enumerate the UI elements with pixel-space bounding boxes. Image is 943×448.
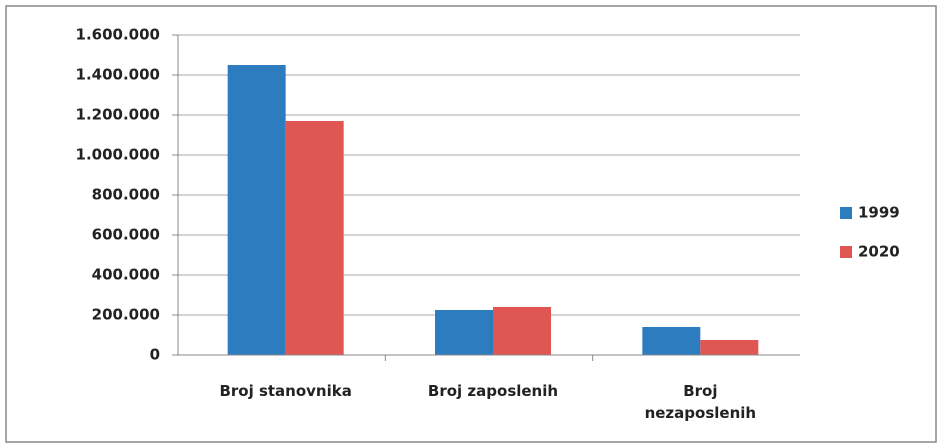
bar	[493, 307, 551, 355]
y-tick-label: 1.000.000	[76, 146, 160, 164]
x-tick-label: Broj nezaposlenih	[644, 382, 757, 422]
bar	[227, 65, 286, 355]
y-tick-label: 800.000	[92, 186, 160, 204]
x-tick-label: Broj zaposlenih	[427, 382, 559, 400]
y-tick-label: 1.200.000	[76, 106, 160, 124]
bar	[435, 310, 493, 355]
legend-label: 1999	[858, 204, 900, 222]
y-tick-label: 1.400.000	[76, 66, 160, 84]
chart-border	[5, 5, 937, 443]
y-tick-label: 200.000	[92, 306, 160, 324]
legend-swatch	[840, 207, 852, 219]
y-tick-label: 400.000	[92, 266, 160, 284]
x-tick-label: Broj stanovnika	[219, 382, 352, 400]
y-tick-label: 1.600.000	[76, 26, 160, 44]
legend-swatch	[840, 246, 852, 258]
bar	[285, 121, 344, 355]
bar	[642, 327, 701, 355]
y-tick-label: 0	[150, 346, 160, 364]
y-tick-label: 600.000	[92, 226, 160, 244]
legend-label: 2020	[858, 243, 900, 261]
bar	[700, 340, 759, 355]
